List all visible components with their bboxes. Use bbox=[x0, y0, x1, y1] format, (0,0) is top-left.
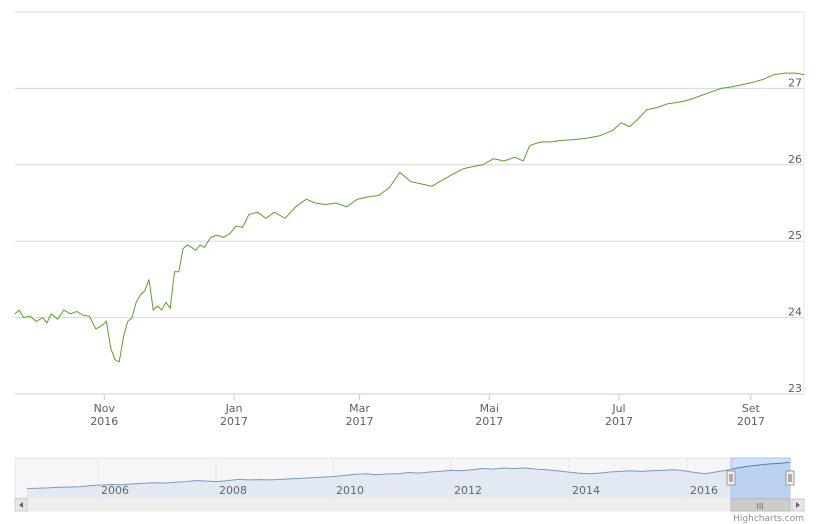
x-tick-month: Jan bbox=[225, 402, 243, 415]
credits[interactable]: Highcharts.com bbox=[733, 514, 804, 524]
x-tick-year: 2016 bbox=[90, 415, 118, 428]
x-tick-year: 2017 bbox=[737, 415, 765, 428]
x-tick-month: Mai bbox=[480, 402, 499, 415]
x-tick-year: 2017 bbox=[605, 415, 633, 428]
y-tick-label: 24 bbox=[788, 306, 802, 319]
y-tick-label: 23 bbox=[788, 382, 802, 395]
navigator-selected-range[interactable] bbox=[730, 457, 791, 499]
x-tick-year: 2017 bbox=[346, 415, 374, 428]
series-line bbox=[14, 72, 805, 363]
navigator-handle-right[interactable] bbox=[785, 470, 795, 486]
navigator-handle-left[interactable] bbox=[726, 470, 736, 486]
navigator-series-area bbox=[27, 462, 790, 497]
scrollbar-left-button[interactable] bbox=[14, 498, 28, 512]
arrow-right-icon bbox=[796, 502, 800, 508]
navigator-tick-label: 2006 bbox=[101, 484, 129, 497]
scrollbar[interactable]: III bbox=[14, 498, 805, 512]
x-tick-month: Mar bbox=[349, 402, 370, 415]
y-axis-labels: 23 24 25 26 27 bbox=[788, 76, 802, 395]
navigator-tick-label: 2016 bbox=[690, 484, 718, 497]
y-tick-label: 26 bbox=[788, 153, 802, 166]
navigator-mask-left bbox=[15, 458, 731, 498]
navigator-tick-label: 2008 bbox=[219, 484, 247, 497]
scrollbar-grip-icon: III bbox=[756, 502, 763, 511]
navigator-x-axis-labels: 2006 2008 2010 2012 2014 2016 bbox=[101, 484, 718, 497]
y-tick-label: 25 bbox=[788, 229, 802, 242]
x-tick-month: Nov bbox=[94, 402, 116, 415]
x-tick-year: 2017 bbox=[220, 415, 248, 428]
navigator[interactable]: 2006 2008 2010 2012 2014 2016 bbox=[14, 457, 795, 499]
navigator-tick-label: 2010 bbox=[336, 484, 364, 497]
navigator-tick-label: 2012 bbox=[454, 484, 482, 497]
scrollbar-thumb[interactable] bbox=[730, 498, 791, 512]
navigator-series-line bbox=[26, 461, 791, 489]
x-tick-year: 2017 bbox=[475, 415, 503, 428]
x-tick-month: Set bbox=[742, 402, 761, 415]
arrow-left-icon bbox=[19, 502, 23, 508]
navigator-tick-label: 2014 bbox=[572, 484, 600, 497]
scrollbar-track[interactable] bbox=[14, 498, 805, 512]
x-axis: Nov2016Jan2017Mar2017Mai2017Jul2017Set20… bbox=[15, 393, 804, 428]
y-tick-label: 27 bbox=[788, 76, 802, 89]
scrollbar-right-button[interactable] bbox=[791, 498, 805, 512]
x-tick-month: Jul bbox=[611, 402, 625, 415]
